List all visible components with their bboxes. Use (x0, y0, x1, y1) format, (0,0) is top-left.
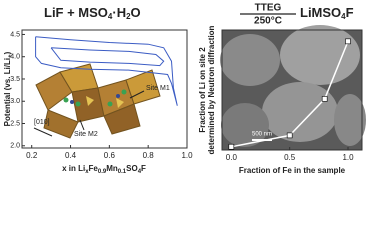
y-tick-label: 2.5 (10, 120, 20, 127)
x-axis-title: x in LixFe0.9Mn0.1SO4F (62, 164, 146, 174)
y-axis-title: Fraction of Li on site 2 (198, 47, 207, 133)
y-tick-label: 3.0 (10, 98, 20, 105)
data-point (321, 96, 328, 102)
subscript: 4 (108, 12, 113, 21)
y-tick-label: 3.5 (10, 76, 20, 83)
y-axis-title: Potential (vs. Li/Li+) (3, 51, 13, 126)
subscript: x (85, 169, 89, 175)
x-tick-label: 1.0 (181, 151, 193, 160)
text: x in Li (62, 164, 85, 173)
annotation: Site M1 (146, 85, 170, 92)
annotation: Site M2 (74, 131, 98, 138)
x-tick-label: 1.0 (342, 153, 354, 162)
y-tick-label: 2.0 (10, 143, 20, 150)
x-axis-title: Fraction of Fe in the sample (239, 166, 346, 175)
text: F (346, 5, 354, 20)
pointer (129, 90, 145, 99)
y-tick-label: 4.0 (10, 54, 20, 61)
x-tick-label: 0.4 (65, 151, 77, 160)
crystal-structure (35, 63, 161, 139)
text: LiF + MSO (44, 5, 108, 20)
subscript: 0.9 (98, 169, 107, 175)
direction-arrow (33, 127, 53, 137)
text: ) (3, 51, 12, 54)
text: Fe (89, 164, 99, 173)
condition-top: TTEG (255, 3, 282, 14)
data-point (345, 38, 351, 45)
x-tick-label: 0.8 (143, 151, 155, 160)
annotation: 500 nm (252, 132, 272, 138)
subscript: + (8, 54, 14, 58)
text: O (131, 5, 141, 20)
x-tick-label: 0.5 (284, 153, 296, 162)
reactants: LiF + MSO4·H2O (44, 5, 141, 21)
text: LiMSO (300, 5, 341, 20)
text: Mn (106, 164, 118, 173)
y-tick-label: 4.5 (10, 31, 20, 38)
text: ·H (112, 5, 126, 20)
subscript: 2 (126, 12, 131, 21)
subscript: 4 (138, 169, 142, 175)
x-tick-label: 0.6 (104, 151, 116, 160)
subscript: 4 (341, 12, 346, 21)
text: SO (126, 164, 138, 173)
pointer (79, 119, 85, 131)
series-line (231, 41, 349, 148)
text: F (141, 164, 146, 173)
product: LiMSO4F (300, 5, 354, 21)
data-point (286, 132, 293, 139)
y-axis-title: determined by Neutron diffraction (207, 25, 216, 154)
x-tick-label: 0.2 (26, 151, 38, 160)
x-tick-label: 0.0 (226, 153, 238, 162)
data-point (228, 143, 235, 150)
condition-bottom: 250°C (254, 16, 282, 27)
plot-frame (221, 29, 363, 151)
sem-particles (220, 25, 366, 147)
annotation: [010] (34, 119, 50, 126)
subscript: 0.1 (118, 169, 127, 175)
graphical-abstract: LiF + MSO4·H2O TTEG 250°C LiMSO4F 0.2 0.4… (3, 3, 366, 175)
series-line (35, 36, 178, 106)
text: Potential (vs. Li/Li (3, 58, 12, 126)
